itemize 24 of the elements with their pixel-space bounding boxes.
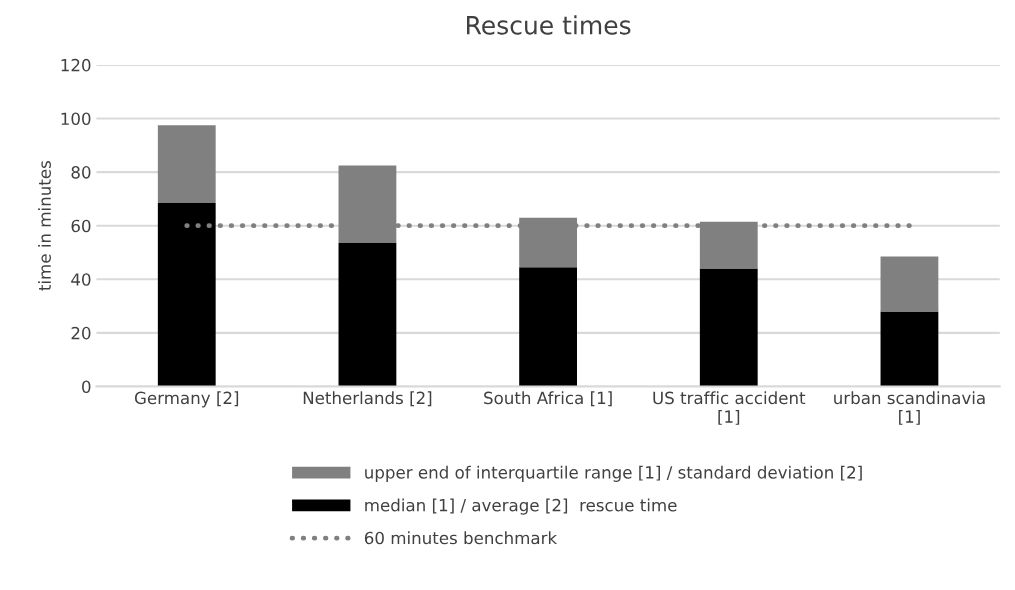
- x-tick-label: US traffic accident [1]: [653, 391, 806, 425]
- bar: [338, 243, 397, 387]
- y-tick-label: 0: [82, 380, 91, 394]
- y-tick-label: 20: [71, 326, 91, 340]
- y-tick-label: 120: [61, 58, 91, 72]
- bar: [157, 202, 216, 387]
- bar: [699, 268, 758, 387]
- y-tick-label: 60: [71, 219, 91, 233]
- chart-title: Rescue times: [467, 15, 631, 35]
- legend-label: median [1] / average [2] rescue time: [365, 498, 677, 515]
- bar: [880, 256, 939, 312]
- y-tick-label: 40: [71, 273, 91, 286]
- bar: [880, 311, 939, 387]
- legend-label: 60 minutes benchmark: [364, 531, 558, 545]
- y-tick-label: 80: [71, 166, 91, 179]
- x-tick-label: Germany [2]: [134, 391, 239, 408]
- y-tick-label: 100: [61, 112, 91, 126]
- bar: [157, 125, 216, 203]
- y-axis-title: time in minutes: [38, 161, 51, 291]
- x-tick-label: South Africa [1]: [484, 391, 612, 407]
- x-tick-label: Netherlands [2]: [303, 391, 432, 407]
- x-tick-label: urban scandinavia [1]: [834, 391, 985, 425]
- bar: [519, 267, 578, 387]
- legend-label: upper end of interquartile range [1] / standard deviation [2]: [365, 465, 862, 482]
